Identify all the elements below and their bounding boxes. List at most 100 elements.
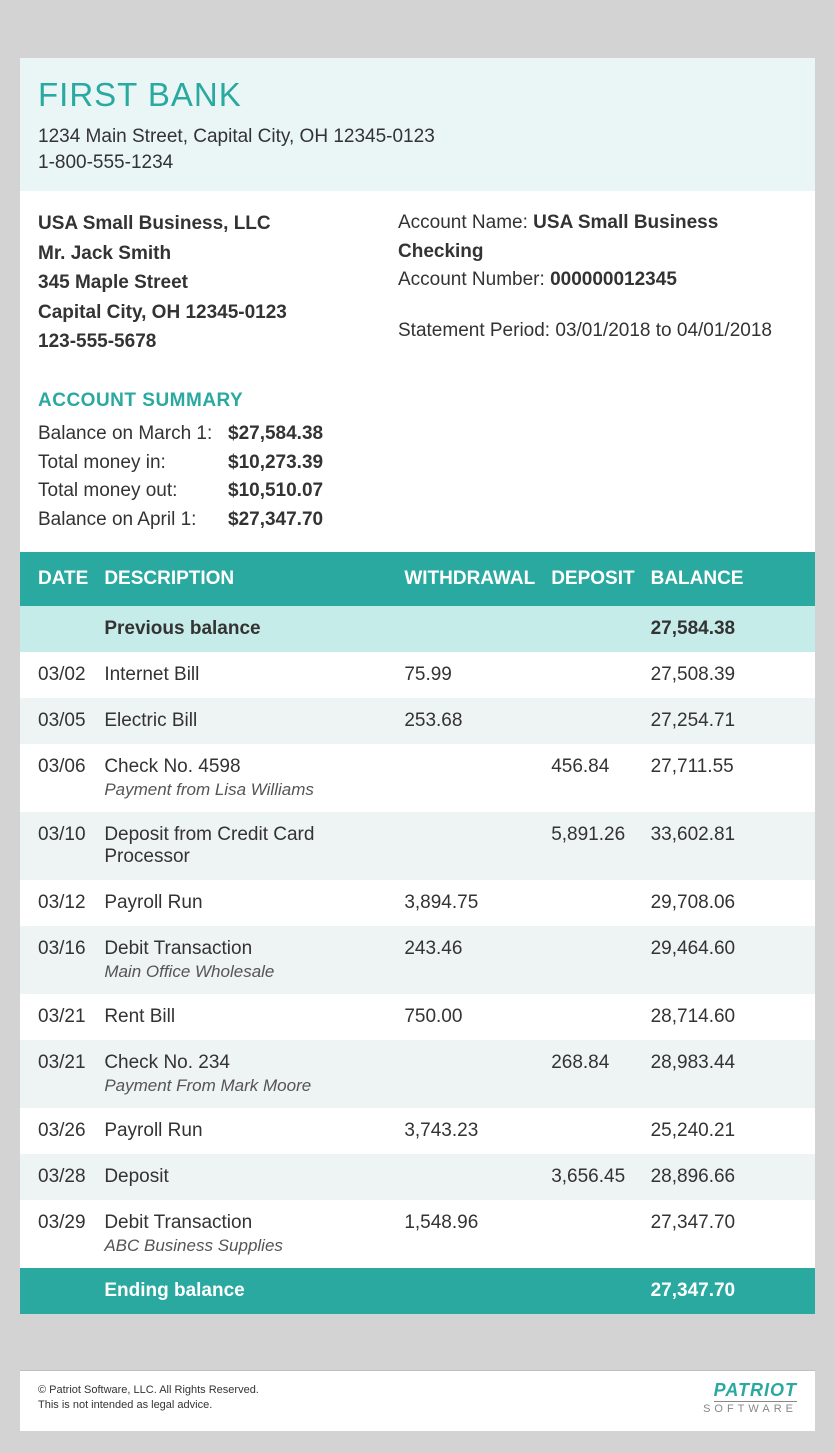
cell-balance: 28,714.60 xyxy=(643,994,815,1040)
cell-date: 03/26 xyxy=(20,1108,96,1154)
cell-desc: Previous balance xyxy=(96,606,396,652)
cell-desc: Deposit from Credit Card Processor xyxy=(96,812,396,880)
statement-card: FIRST BANK 1234 Main Street, Capital Cit… xyxy=(20,58,815,1314)
col-description: DESCRIPTION xyxy=(96,552,396,606)
table-row: 03/28Deposit3,656.4528,896.66 xyxy=(20,1154,815,1200)
cell-balance: 27,347.70 xyxy=(643,1200,815,1268)
cell-date: 03/21 xyxy=(20,994,96,1040)
cell-deposit: 456.84 xyxy=(543,744,642,812)
summary-label: Balance on April 1: xyxy=(38,506,228,535)
statement-period-label: Statement Period: xyxy=(398,320,555,341)
cell-date: 03/29 xyxy=(20,1200,96,1268)
account-block: Account Name: USA Small Business Checkin… xyxy=(398,209,797,356)
bank-phone: 1-800-555-1234 xyxy=(38,150,797,176)
cell-desc: Electric Bill xyxy=(96,698,396,744)
cell-balance: 27,711.55 xyxy=(643,744,815,812)
cell-withdrawal: 75.99 xyxy=(396,652,543,698)
recipient-block: USA Small Business, LLC Mr. Jack Smith 3… xyxy=(38,209,338,356)
desc-sub: ABC Business Supplies xyxy=(104,1236,388,1256)
cell-balance: 27,584.38 xyxy=(643,606,815,652)
recipient-company: USA Small Business, LLC xyxy=(38,209,338,238)
account-name-line: Account Name: USA Small Business Checkin… xyxy=(398,209,797,266)
desc-main: Debit Transaction xyxy=(104,1212,252,1233)
table-row: 03/05Electric Bill253.6827,254.71 xyxy=(20,698,815,744)
cell-deposit xyxy=(543,880,642,926)
cell-deposit xyxy=(543,1108,642,1154)
cell-withdrawal: 3,894.75 xyxy=(396,880,543,926)
statement-period-line: Statement Period: 03/01/2018 to 04/01/20… xyxy=(398,317,797,346)
statement-period-value: 03/01/2018 to 04/01/2018 xyxy=(555,320,772,341)
cell-balance: 25,240.21 xyxy=(643,1108,815,1154)
desc-main: Deposit from Credit Card Processor xyxy=(104,824,314,867)
recipient-contact: Mr. Jack Smith xyxy=(38,239,338,268)
cell-balance: 33,602.81 xyxy=(643,812,815,880)
cell-withdrawal: 3,743.23 xyxy=(396,1108,543,1154)
footer-copyright: © Patriot Software, LLC. All Rights Rese… xyxy=(38,1383,259,1398)
col-deposit: DEPOSIT xyxy=(543,552,642,606)
transactions-table: DATE DESCRIPTION WITHDRAWAL DEPOSIT BALA… xyxy=(20,552,815,1314)
summary-value: $27,584.38 xyxy=(228,420,323,449)
col-date: DATE xyxy=(20,552,96,606)
cell-withdrawal xyxy=(396,812,543,880)
logo-subtitle: SOFTWARE xyxy=(703,1404,797,1415)
cell-desc: Debit Transaction ABC Business Supplies xyxy=(96,1200,396,1268)
account-number-label: Account Number: xyxy=(398,269,550,290)
table-header-row: DATE DESCRIPTION WITHDRAWAL DEPOSIT BALA… xyxy=(20,552,815,606)
page: FIRST BANK 1234 Main Street, Capital Cit… xyxy=(0,0,835,1431)
cell-withdrawal xyxy=(396,1040,543,1108)
footer: © Patriot Software, LLC. All Rights Rese… xyxy=(20,1370,815,1431)
cell-deposit xyxy=(543,994,642,1040)
cell-balance: 28,983.44 xyxy=(643,1040,815,1108)
table-row: 03/21Rent Bill750.0028,714.60 xyxy=(20,994,815,1040)
cell-date: 03/02 xyxy=(20,652,96,698)
desc-sub: Payment From Mark Moore xyxy=(104,1076,388,1096)
cell-desc: Deposit xyxy=(96,1154,396,1200)
summary-label: Total money out: xyxy=(38,477,228,506)
cell-desc: Debit TransactionMain Office Wholesale xyxy=(96,926,396,994)
cell-date: 03/06 xyxy=(20,744,96,812)
bank-header: FIRST BANK 1234 Main Street, Capital Cit… xyxy=(20,58,815,191)
cell-balance: 27,347.70 xyxy=(643,1268,815,1314)
summary-row: Balance on April 1:$27,347.70 xyxy=(38,506,797,535)
cell-deposit xyxy=(543,1268,642,1314)
recipient-street: 345 Maple Street xyxy=(38,268,338,297)
desc-main: Payroll Run xyxy=(104,1120,202,1141)
cell-withdrawal: 243.46 xyxy=(396,926,543,994)
summary-label: Total money in: xyxy=(38,449,228,478)
cell-withdrawal xyxy=(396,744,543,812)
desc-main: Internet Bill xyxy=(104,664,199,685)
summary-row: Total money out:$10,510.07 xyxy=(38,477,797,506)
desc-main: Check No. 234 xyxy=(104,1052,230,1073)
desc-main: Electric Bill xyxy=(104,710,197,731)
cell-deposit xyxy=(543,652,642,698)
cell-desc: Payroll Run xyxy=(96,1108,396,1154)
cell-withdrawal xyxy=(396,1268,543,1314)
cell-date: 03/28 xyxy=(20,1154,96,1200)
cell-withdrawal: 253.68 xyxy=(396,698,543,744)
cell-desc: Check No. 234 Payment From Mark Moore xyxy=(96,1040,396,1108)
logo-brand: PATRIOT xyxy=(714,1381,797,1402)
cell-withdrawal: 1,548.96 xyxy=(396,1200,543,1268)
desc-main: Deposit xyxy=(104,1166,168,1187)
recipient-phone: 123-555-5678 xyxy=(38,327,338,356)
cell-withdrawal: 750.00 xyxy=(396,994,543,1040)
table-row: 03/06Check No. 4598Payment from Lisa Wil… xyxy=(20,744,815,812)
table-row: 03/02Internet Bill75.9927,508.39 xyxy=(20,652,815,698)
table-row: 03/26 Payroll Run 3,743.23 25,240.21 xyxy=(20,1108,815,1154)
account-number-line: Account Number: 000000012345 xyxy=(398,266,797,295)
cell-date: 03/05 xyxy=(20,698,96,744)
cell-date: 03/16 xyxy=(20,926,96,994)
cell-deposit xyxy=(543,926,642,994)
cell-desc: Payroll Run xyxy=(96,880,396,926)
desc-main: Payroll Run xyxy=(104,892,202,913)
desc-main: Check No. 4598 xyxy=(104,756,240,777)
footer-logo: PATRIOT SOFTWARE xyxy=(703,1381,797,1415)
bank-name: FIRST BANK xyxy=(38,76,797,114)
desc-sub: Main Office Wholesale xyxy=(104,962,388,982)
footer-legal: © Patriot Software, LLC. All Rights Rese… xyxy=(38,1383,259,1414)
col-withdrawal: WITHDRAWAL xyxy=(396,552,543,606)
table-row: 03/10Deposit from Credit Card Processor5… xyxy=(20,812,815,880)
table-row: Ending balance27,347.70 xyxy=(20,1268,815,1314)
table-row: 03/21Check No. 234Payment From Mark Moor… xyxy=(20,1040,815,1108)
recipient-city: Capital City, OH 12345-0123 xyxy=(38,298,338,327)
